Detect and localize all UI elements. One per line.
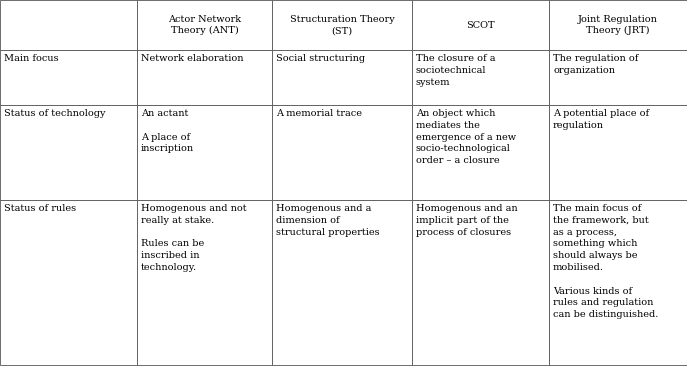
- Bar: [412, 200, 549, 365]
- Text: Homogenous and an
implicit part of the
process of closures: Homogenous and an implicit part of the p…: [416, 204, 517, 236]
- Bar: [549, 50, 687, 105]
- Text: Joint Regulation
Theory (JRT): Joint Regulation Theory (JRT): [578, 14, 658, 36]
- Bar: [137, 0, 272, 50]
- Bar: [137, 105, 272, 200]
- Bar: [272, 0, 412, 50]
- Bar: [412, 50, 549, 105]
- Text: Main focus: Main focus: [4, 54, 58, 63]
- Bar: [0, 200, 137, 365]
- Text: Structuration Theory
(ST): Structuration Theory (ST): [290, 14, 394, 36]
- Text: The main focus of
the framework, but
as a process,
something which
should always: The main focus of the framework, but as …: [553, 204, 658, 319]
- Text: A memorial trace: A memorial trace: [276, 109, 362, 118]
- Bar: [272, 50, 412, 105]
- Bar: [549, 200, 687, 365]
- Text: The regulation of
organization: The regulation of organization: [553, 54, 638, 75]
- Bar: [0, 0, 137, 50]
- Bar: [549, 0, 687, 50]
- Text: Actor Network
Theory (ANT): Actor Network Theory (ANT): [168, 14, 241, 36]
- Bar: [137, 200, 272, 365]
- Text: Status of technology: Status of technology: [4, 109, 106, 118]
- Bar: [0, 50, 137, 105]
- Text: The closure of a
sociotechnical
system: The closure of a sociotechnical system: [416, 54, 495, 87]
- Text: Status of rules: Status of rules: [4, 204, 76, 213]
- Text: An object which
mediates the
emergence of a new
socio-technological
order – a cl: An object which mediates the emergence o…: [416, 109, 516, 165]
- Bar: [0, 105, 137, 200]
- Text: SCOT: SCOT: [466, 20, 495, 30]
- Text: Social structuring: Social structuring: [276, 54, 365, 63]
- Bar: [412, 105, 549, 200]
- Text: A potential place of
regulation: A potential place of regulation: [553, 109, 649, 130]
- Bar: [137, 50, 272, 105]
- Text: Homogenous and a
dimension of
structural properties: Homogenous and a dimension of structural…: [276, 204, 380, 236]
- Text: An actant

A place of
inscription: An actant A place of inscription: [141, 109, 194, 154]
- Bar: [412, 0, 549, 50]
- Text: Homogenous and not
really at stake.

Rules can be
inscribed in
technology.: Homogenous and not really at stake. Rule…: [141, 204, 247, 272]
- Bar: [272, 105, 412, 200]
- Text: Network elaboration: Network elaboration: [141, 54, 243, 63]
- Bar: [272, 200, 412, 365]
- Bar: [549, 105, 687, 200]
